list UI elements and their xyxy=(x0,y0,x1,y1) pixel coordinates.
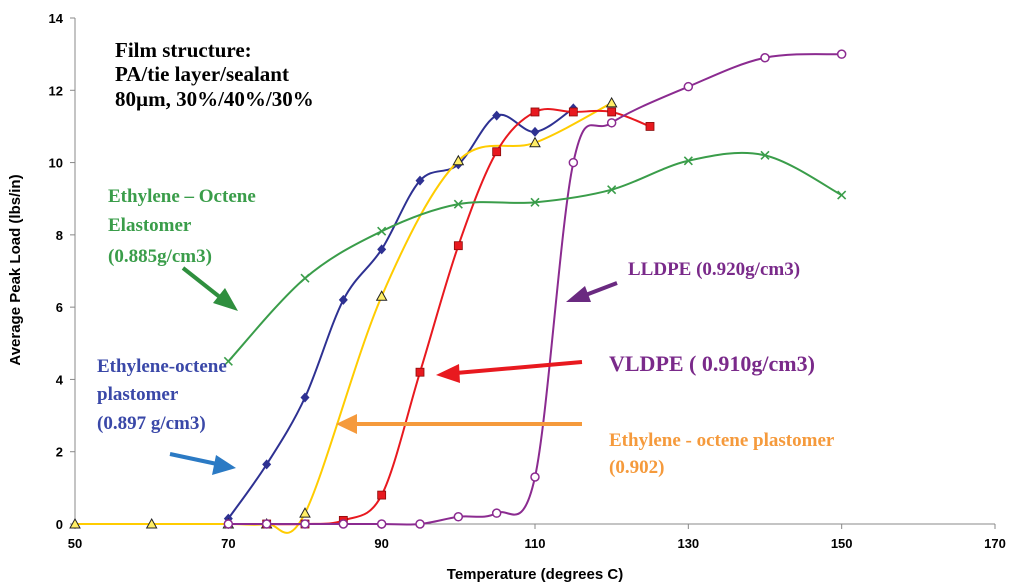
data-point xyxy=(453,199,463,209)
data-point xyxy=(530,197,540,207)
data-point xyxy=(492,110,502,121)
arrow-purple xyxy=(566,281,618,302)
data-point xyxy=(375,290,388,301)
data-point xyxy=(605,96,618,108)
y-tick-label: 8 xyxy=(56,228,63,243)
y-tick-label: 6 xyxy=(56,300,63,315)
series-line-1 xyxy=(75,102,613,534)
y-tick-label: 14 xyxy=(49,11,64,26)
data-point xyxy=(452,154,465,166)
plastomer-902-label-line-1: Ethylene - octene plastomer xyxy=(609,430,835,451)
x-tick-label: 70 xyxy=(221,536,235,551)
x-tick-label: 50 xyxy=(68,536,82,551)
data-point xyxy=(415,175,425,186)
ticks: 50 70 90 110 130 150 170 0 2 4 6 8 10 12 14 xyxy=(49,11,1006,551)
y-tick-label: 0 xyxy=(56,517,63,532)
data-point xyxy=(645,122,655,131)
data-point xyxy=(223,519,234,529)
x-tick-label: 90 xyxy=(374,536,388,551)
film-structure-line-3: 80µm, 30%/40%/30% xyxy=(115,87,314,111)
data-point xyxy=(262,459,272,470)
data-point xyxy=(415,367,425,377)
data-point xyxy=(223,356,233,366)
elastomer-label-line-1: Ethylene – Octene xyxy=(108,186,256,207)
annotations: Film structure: PA/tie layer/sealant 80µ… xyxy=(97,38,835,478)
y-tick-label: 2 xyxy=(56,445,63,460)
vldpe-label: VLDPE ( 0.910g/cm3) xyxy=(609,351,815,376)
data-point xyxy=(377,244,387,255)
data-point xyxy=(377,226,387,236)
data-point xyxy=(261,519,272,529)
plastomer-897-label-line-1: Ethylene-octene xyxy=(97,356,227,377)
data-point xyxy=(530,126,540,137)
data-point xyxy=(837,190,847,200)
data-point xyxy=(145,517,158,529)
elastomer-label-line-3: (0.885g/cm3) xyxy=(108,246,212,267)
data-point xyxy=(836,49,847,59)
x-tick-label: 170 xyxy=(984,536,1006,551)
series-line-4 xyxy=(227,151,843,363)
data-point xyxy=(415,519,425,529)
y-axis-title: Average Peak Load (lbs/in) xyxy=(7,174,24,365)
elastomer-label-line-2: Elastomer xyxy=(108,215,192,236)
x-axis-title: Temperature (degrees C) xyxy=(447,566,623,583)
film-structure-line-1: Film structure: xyxy=(115,38,252,62)
data-point xyxy=(607,185,617,195)
data-point xyxy=(606,118,617,128)
data-point xyxy=(491,508,502,518)
data-point xyxy=(683,156,693,166)
plastomer-902-label-line-2: (0.902) xyxy=(609,457,664,478)
arrow-orange xyxy=(336,414,582,434)
arrows xyxy=(169,266,618,475)
plastomer-897-label-line-3: (0.897 g/cm3) xyxy=(97,413,206,434)
arrow-blue xyxy=(169,452,236,475)
data-point xyxy=(492,147,502,157)
data-point xyxy=(530,107,540,117)
x-tick-label: 130 xyxy=(677,536,699,551)
data-point xyxy=(69,517,81,529)
data-point xyxy=(530,472,540,482)
y-tick-label: 12 xyxy=(49,83,63,98)
data-point xyxy=(607,107,617,117)
lldpe-label: LLDPE (0.920g/cm3) xyxy=(628,259,800,280)
data-point xyxy=(338,294,348,305)
data-point xyxy=(300,392,310,403)
markers-group xyxy=(69,49,847,529)
data-point xyxy=(299,507,311,518)
y-tick-label: 4 xyxy=(56,372,64,387)
data-point xyxy=(568,107,578,117)
data-point xyxy=(377,490,387,500)
series-line-3 xyxy=(228,53,842,526)
data-point xyxy=(760,53,770,63)
data-point xyxy=(453,512,464,522)
data-point xyxy=(568,157,579,168)
data-point xyxy=(338,519,349,529)
plastomer-897-label-line-2: plastomer xyxy=(97,384,179,405)
data-point xyxy=(760,150,770,160)
data-point xyxy=(683,81,694,92)
x-tick-label: 150 xyxy=(831,536,853,551)
data-point xyxy=(300,273,310,283)
y-tick-label: 10 xyxy=(49,156,63,171)
arrow-green xyxy=(181,266,238,311)
series-group xyxy=(75,53,843,534)
data-point xyxy=(529,136,541,148)
arrow-red xyxy=(436,360,583,383)
data-point xyxy=(453,241,463,251)
series-line-0 xyxy=(227,107,574,520)
data-point xyxy=(300,519,310,529)
x-tick-label: 110 xyxy=(525,536,546,551)
film-structure-line-2: PA/tie layer/sealant xyxy=(115,62,289,86)
data-point xyxy=(376,519,387,529)
